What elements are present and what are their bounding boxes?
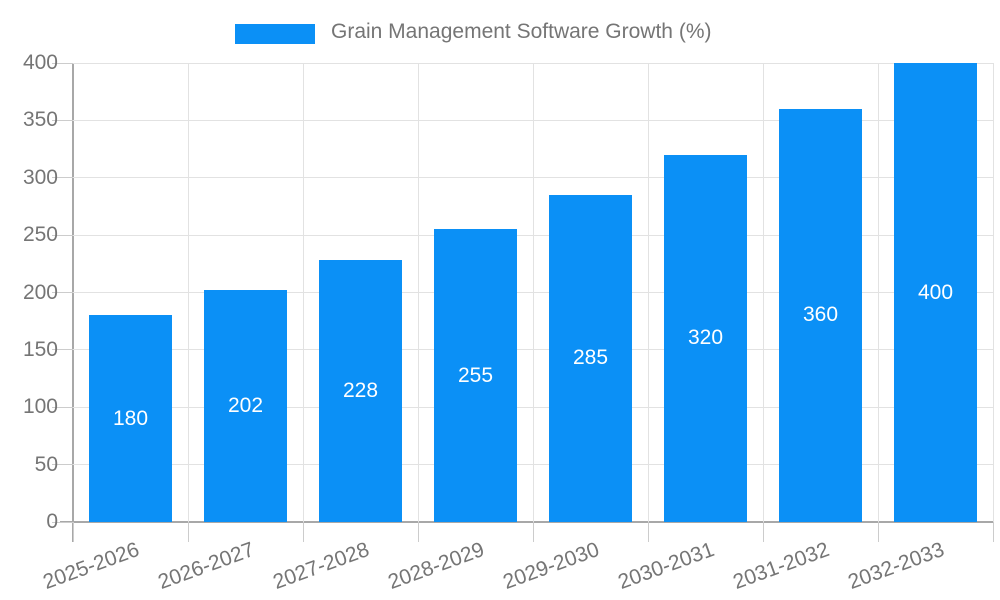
bar[interactable] [894, 63, 977, 522]
y-tick-label: 400 [22, 51, 58, 74]
y-tick-label: 200 [22, 280, 58, 304]
x-tick-label: 2029-2030 [500, 538, 603, 594]
y-tick-label: 0 [46, 510, 58, 533]
gridline-vertical [647, 63, 649, 522]
y-axis-tick [52, 119, 73, 121]
legend-swatch [235, 23, 315, 44]
x-axis-tick [417, 522, 419, 542]
x-tick-label: 2025-2026 [40, 538, 143, 594]
y-axis-tick [52, 464, 73, 466]
legend-item[interactable]: Grain Management Software Growth (%) [235, 20, 711, 44]
y-axis-tick [52, 177, 73, 179]
bar[interactable] [204, 290, 287, 522]
x-axis-tick [877, 522, 879, 542]
y-axis-tick [52, 406, 73, 408]
bar[interactable] [319, 260, 402, 522]
y-axis-tick [52, 521, 73, 523]
y-tick-label: 150 [22, 337, 58, 361]
x-tick-label: 2031-2032 [730, 538, 833, 594]
y-tick-label: 350 [22, 108, 58, 132]
gridline-vertical [877, 63, 879, 522]
x-axis-tick [532, 522, 534, 542]
x-tick-label: 2027-2028 [270, 538, 373, 594]
y-tick-label: 50 [34, 452, 58, 476]
gridline-vertical [187, 63, 189, 522]
x-axis-tick [187, 522, 189, 542]
x-axis-tick [647, 522, 649, 542]
x-axis-tick [762, 522, 764, 542]
x-axis-tick [302, 522, 304, 542]
gridline-vertical [417, 63, 419, 522]
y-tick-label: 300 [22, 165, 58, 189]
x-tick-label: 2032-2033 [845, 538, 948, 594]
y-axis-tick [52, 62, 73, 64]
y-axis-tick [52, 292, 73, 293]
gridline-vertical [992, 63, 994, 522]
gridline-vertical [302, 63, 304, 522]
x-tick-label: 2028-2029 [385, 538, 488, 594]
y-axis-line [72, 63, 74, 542]
x-axis-tick [992, 522, 994, 542]
legend-label: Grain Management Software Growth (%) [331, 20, 712, 43]
bar[interactable] [779, 108, 862, 522]
y-tick-label: 250 [22, 223, 58, 247]
x-axis-line [60, 521, 993, 523]
x-tick-label: 2030-2031 [615, 538, 718, 594]
gridline-vertical [762, 63, 764, 522]
y-tick-label: 100 [22, 395, 58, 419]
x-tick-label: 2026-2027 [155, 538, 258, 594]
bar[interactable] [549, 194, 632, 522]
gridline-vertical [532, 63, 534, 522]
y-axis-tick [52, 349, 73, 351]
x-axis-tick [72, 522, 74, 542]
bar[interactable] [89, 315, 172, 522]
bar[interactable] [434, 229, 517, 522]
bar[interactable] [664, 154, 747, 522]
y-axis-tick [52, 234, 73, 236]
